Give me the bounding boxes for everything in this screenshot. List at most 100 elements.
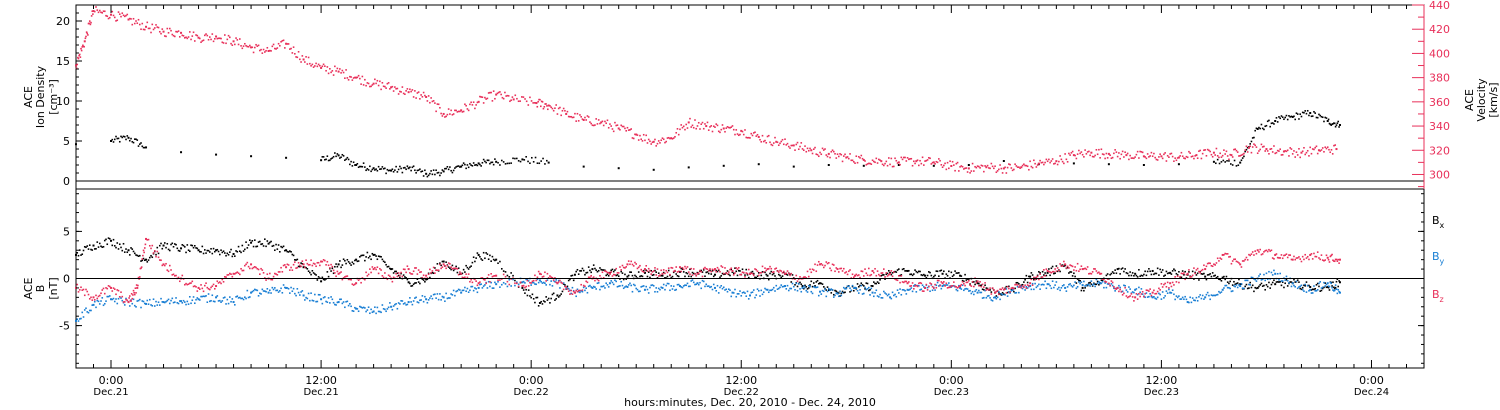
By-point xyxy=(277,291,280,293)
density-point xyxy=(506,162,509,165)
Bz-point xyxy=(163,264,166,267)
Bx-point xyxy=(142,257,145,260)
Bz-point xyxy=(831,263,834,266)
By-point xyxy=(705,283,708,286)
Bx-point xyxy=(1300,288,1303,291)
density-point xyxy=(497,161,499,164)
Bz-point xyxy=(311,264,314,267)
velocity-point xyxy=(934,163,936,165)
Bx-point xyxy=(713,273,716,276)
By-point xyxy=(332,301,335,304)
By-point xyxy=(286,287,289,289)
Bx-point xyxy=(274,249,276,252)
By-point xyxy=(697,283,700,286)
x-tick-time-label: 0:00 xyxy=(939,374,964,387)
velocity-point xyxy=(420,94,422,96)
velocity-point xyxy=(539,98,541,101)
Bx-point xyxy=(200,251,202,253)
Bx-point xyxy=(941,272,944,275)
By-point xyxy=(141,300,144,302)
velocity-point xyxy=(175,30,177,33)
Bx-point xyxy=(767,278,770,281)
Bz-point xyxy=(1303,258,1305,261)
By-point xyxy=(208,300,211,303)
By-point xyxy=(315,300,317,303)
Bz-point xyxy=(1096,272,1099,274)
By-point xyxy=(725,288,728,291)
Bx-point xyxy=(785,273,788,276)
Bx-point xyxy=(686,272,689,275)
velocity-point xyxy=(471,104,474,106)
Bx-point xyxy=(95,247,97,250)
velocity-point xyxy=(98,9,101,12)
Bz-point xyxy=(1318,257,1320,259)
velocity-point xyxy=(1116,155,1119,158)
By-point xyxy=(811,292,814,295)
velocity-point xyxy=(1180,151,1183,154)
Bx-point xyxy=(1332,281,1334,284)
Bx-point xyxy=(573,273,576,276)
Bz-point xyxy=(1324,259,1327,261)
Bz-point xyxy=(845,271,848,273)
velocity-point xyxy=(908,158,910,161)
density-point xyxy=(346,156,349,159)
density-point xyxy=(130,137,132,140)
Bx-point xyxy=(544,300,546,303)
Bz-point xyxy=(635,263,638,265)
Bz-point xyxy=(606,271,609,274)
Bx-point xyxy=(985,287,988,289)
density-point xyxy=(617,167,620,170)
velocity-point xyxy=(385,87,387,89)
Bz-point xyxy=(1264,249,1266,252)
Bx-point xyxy=(1039,272,1041,274)
velocity-point xyxy=(978,165,980,168)
velocity-point xyxy=(1255,146,1258,148)
By-point xyxy=(481,287,484,289)
Bz-point xyxy=(310,259,312,262)
velocity-point xyxy=(181,34,184,37)
By-point xyxy=(1276,272,1279,275)
Bz-point xyxy=(254,266,256,268)
velocity-point xyxy=(625,130,628,132)
velocity-point xyxy=(347,79,350,81)
density-point xyxy=(380,168,382,170)
velocity-point xyxy=(767,134,770,137)
Bx-point xyxy=(1098,283,1100,286)
Bx-point xyxy=(651,274,654,277)
density-point xyxy=(111,138,114,141)
velocity-point xyxy=(83,45,85,48)
By-point xyxy=(1125,289,1128,291)
velocity-point xyxy=(547,104,550,107)
velocity-point xyxy=(729,127,731,129)
velocity-point xyxy=(1311,148,1314,150)
Bz-point xyxy=(836,268,839,271)
Bx-point xyxy=(230,248,232,251)
Bz-point xyxy=(344,276,346,278)
velocity-point xyxy=(277,42,280,45)
velocity-point xyxy=(1037,162,1040,165)
Bx-point xyxy=(231,255,234,258)
density-point xyxy=(1332,123,1334,125)
Bx-point xyxy=(98,242,101,245)
Bz-point xyxy=(275,273,277,275)
Bz-point xyxy=(187,283,190,285)
By-point xyxy=(757,289,760,292)
By-point xyxy=(476,291,479,294)
Bx-point xyxy=(832,293,835,296)
Bx-point xyxy=(1268,281,1270,284)
Bz-point xyxy=(247,265,250,268)
By-point xyxy=(799,288,801,290)
Bz-point xyxy=(943,281,945,283)
velocity-point xyxy=(595,118,597,120)
By-point xyxy=(744,292,746,294)
By-point xyxy=(889,296,892,299)
velocity-point xyxy=(710,125,713,127)
By-point xyxy=(227,302,230,305)
velocity-point xyxy=(117,11,120,13)
Bz-point xyxy=(562,288,565,291)
velocity-point xyxy=(245,44,247,47)
Bx-point xyxy=(1126,272,1129,275)
velocity-point xyxy=(171,33,174,36)
Bz-point xyxy=(1181,272,1184,275)
By-point xyxy=(893,294,895,297)
